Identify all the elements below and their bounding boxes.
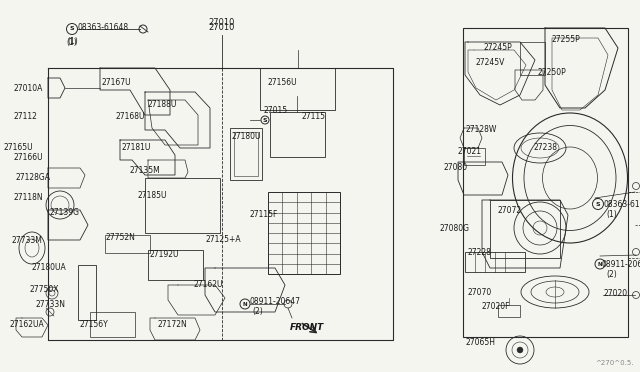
Text: 27180U: 27180U	[232, 132, 262, 141]
Text: 27015: 27015	[264, 106, 288, 115]
Ellipse shape	[517, 347, 523, 353]
Text: 27020: 27020	[603, 289, 627, 298]
Text: 27010: 27010	[208, 18, 234, 27]
Text: 27118N: 27118N	[13, 193, 43, 202]
Text: 27010A: 27010A	[14, 84, 44, 93]
Text: 27192U: 27192U	[149, 250, 179, 259]
Text: 27245P: 27245P	[484, 43, 513, 52]
Text: 27156Y: 27156Y	[80, 320, 109, 329]
Text: 08363-61648: 08363-61648	[604, 200, 640, 209]
Text: (1): (1)	[606, 210, 617, 219]
Bar	[268, 192, 340, 274]
Bar	[234, 132, 258, 176]
Text: 27238: 27238	[534, 143, 558, 152]
Text: S: S	[70, 26, 74, 32]
Text: 27752N: 27752N	[106, 233, 136, 242]
Text: 27162U: 27162U	[194, 280, 223, 289]
Text: ^270^0.5.: ^270^0.5.	[595, 360, 634, 366]
Text: 27080G: 27080G	[440, 224, 470, 233]
Text: 27733N: 27733N	[36, 300, 66, 309]
Text: (1): (1)	[66, 38, 77, 47]
Bar	[465, 252, 525, 272]
Text: N: N	[243, 301, 247, 307]
Bar	[90, 312, 135, 337]
Text: 27733M: 27733M	[12, 236, 43, 245]
Bar	[490, 200, 560, 258]
Text: 27156U: 27156U	[268, 78, 298, 87]
Text: S: S	[596, 202, 600, 206]
Text: 27072: 27072	[498, 206, 522, 215]
Text: 27010: 27010	[208, 23, 234, 32]
Text: S: S	[262, 118, 268, 122]
Text: 27750X: 27750X	[29, 285, 58, 294]
Text: 27245V: 27245V	[476, 58, 506, 67]
Text: 27172N: 27172N	[158, 320, 188, 329]
Text: 27115: 27115	[302, 112, 326, 121]
Text: 27168U: 27168U	[115, 112, 145, 121]
Text: 27181U: 27181U	[122, 143, 152, 152]
Text: (1): (1)	[67, 37, 77, 46]
Text: 27070: 27070	[468, 288, 492, 297]
Text: 27250P: 27250P	[538, 68, 567, 77]
Bar	[105, 235, 150, 253]
Bar	[230, 128, 262, 180]
Text: 27228: 27228	[468, 248, 492, 257]
Text: (2): (2)	[252, 307, 263, 316]
Text: 27112: 27112	[13, 112, 37, 121]
Text: 27020F: 27020F	[482, 302, 511, 311]
Text: 08911-20647: 08911-20647	[601, 260, 640, 269]
Text: 27128W: 27128W	[466, 125, 497, 134]
Text: 27125+A: 27125+A	[205, 235, 241, 244]
Text: 08911-20647: 08911-20647	[250, 297, 301, 306]
Bar	[498, 305, 520, 317]
Text: 27255P: 27255P	[552, 35, 580, 44]
Text: N: N	[598, 262, 602, 266]
Text: 27166U: 27166U	[14, 153, 44, 162]
Text: 27165U: 27165U	[4, 143, 34, 152]
Bar	[148, 250, 203, 280]
Text: 27128GA: 27128GA	[15, 173, 50, 182]
Text: 27065H: 27065H	[466, 338, 496, 347]
Text: 27185U: 27185U	[137, 191, 166, 200]
Text: 27162UA: 27162UA	[10, 320, 45, 329]
Bar	[78, 265, 96, 320]
Text: 27139G: 27139G	[49, 208, 79, 217]
Text: 27021: 27021	[458, 147, 482, 156]
Text: 27180UA: 27180UA	[31, 263, 66, 272]
Text: 27080: 27080	[444, 163, 468, 172]
Text: FRONT: FRONT	[290, 323, 324, 332]
Text: 27167U: 27167U	[102, 78, 132, 87]
Text: 27188U: 27188U	[148, 100, 177, 109]
Bar	[145, 178, 220, 233]
Bar	[270, 112, 325, 157]
Text: 27115F: 27115F	[249, 210, 277, 219]
Text: 08363-61648: 08363-61648	[78, 23, 129, 32]
Text: 27135M: 27135M	[129, 166, 160, 175]
Bar	[463, 28, 628, 337]
Text: (2): (2)	[606, 270, 617, 279]
